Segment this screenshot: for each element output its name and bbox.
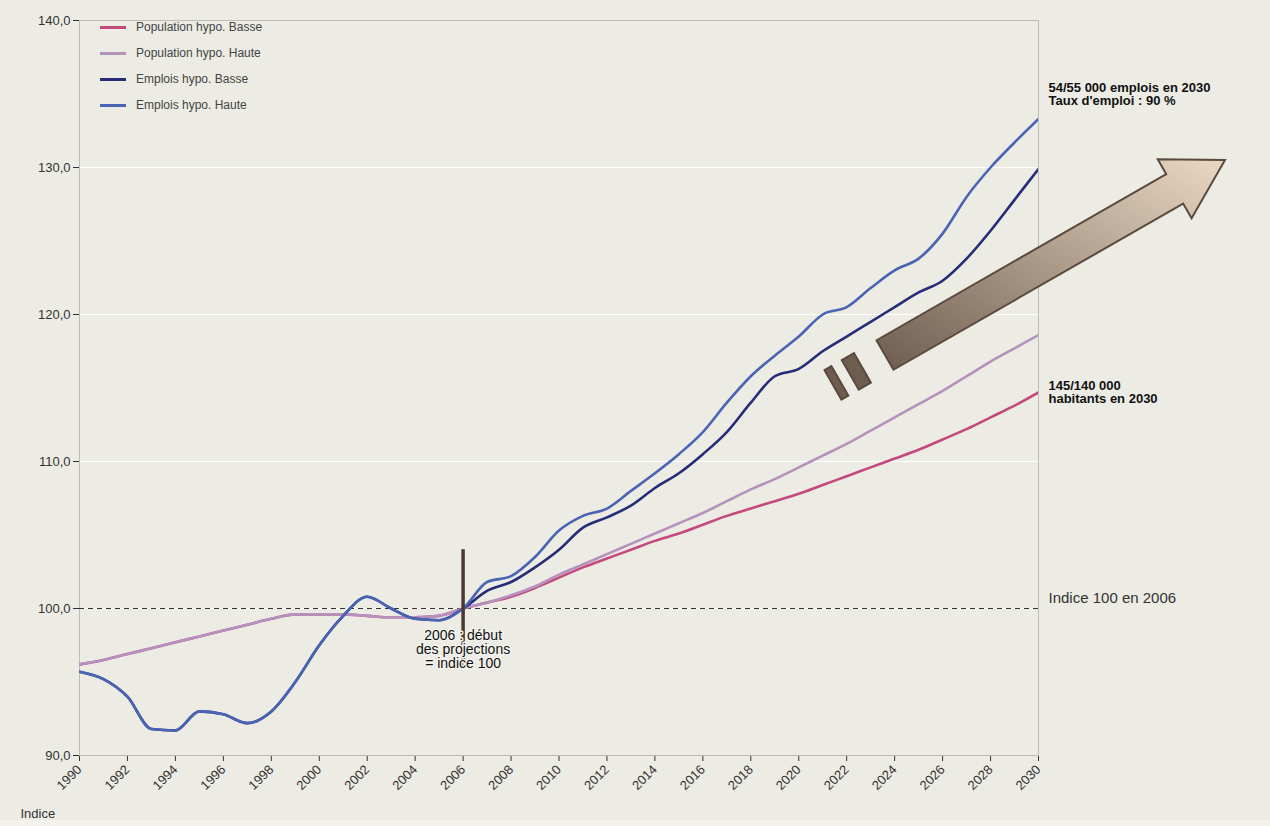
svg-text:Indice 100 en 2006: Indice 100 en 2006 (1049, 589, 1177, 606)
svg-text:54/55 000 emplois en 2030Taux: 54/55 000 emplois en 2030Taux d'emploi :… (1049, 80, 1211, 108)
svg-text:130,0: 130,0 (38, 160, 71, 175)
svg-text:100,0: 100,0 (38, 601, 71, 616)
svg-text:2024: 2024 (869, 762, 900, 793)
svg-text:140,0: 140,0 (38, 13, 71, 28)
svg-text:2010: 2010 (533, 762, 564, 793)
svg-text:2014: 2014 (629, 762, 660, 793)
svg-text:Indice: Indice (21, 806, 56, 821)
svg-text:2016: 2016 (677, 762, 708, 793)
html-text:Emplois hypo. Basse: Emplois hypo. Basse (136, 72, 249, 86)
svg-text:2008: 2008 (485, 762, 516, 793)
svg-text:2026: 2026 (917, 762, 948, 793)
svg-text:2018: 2018 (725, 762, 756, 793)
svg-text:110,0: 110,0 (39, 454, 71, 469)
svg-text:2012: 2012 (581, 762, 612, 793)
svg-text:2004: 2004 (389, 762, 420, 793)
svg-text:1990: 1990 (54, 762, 85, 793)
svg-text:2028: 2028 (965, 762, 996, 793)
svg-text:1992: 1992 (101, 762, 132, 793)
html-text:Emplois hypo. Haute: Emplois hypo. Haute (136, 98, 247, 112)
svg-text:120,0: 120,0 (38, 307, 71, 322)
svg-text:1996: 1996 (197, 762, 228, 793)
svg-text:2006: 2006 (437, 762, 468, 793)
html-text:Population hypo. Basse: Population hypo. Basse (136, 20, 263, 34)
svg-text:1994: 1994 (149, 762, 180, 793)
svg-text:2030: 2030 (1013, 762, 1044, 793)
svg-text:2022: 2022 (821, 762, 852, 793)
svg-text:2006 : débutdes projections= i: 2006 : débutdes projections= indice 100 (416, 627, 510, 671)
html-text:Population hypo. Haute: Population hypo. Haute (136, 46, 261, 60)
svg-text:145/140 000habitants en 2030: 145/140 000habitants en 2030 (1049, 378, 1158, 406)
svg-text:2002: 2002 (341, 762, 372, 793)
svg-text:2000: 2000 (293, 762, 324, 793)
svg-text:2020: 2020 (773, 762, 804, 793)
svg-text:1998: 1998 (245, 762, 276, 793)
svg-text:90,0: 90,0 (45, 748, 70, 763)
